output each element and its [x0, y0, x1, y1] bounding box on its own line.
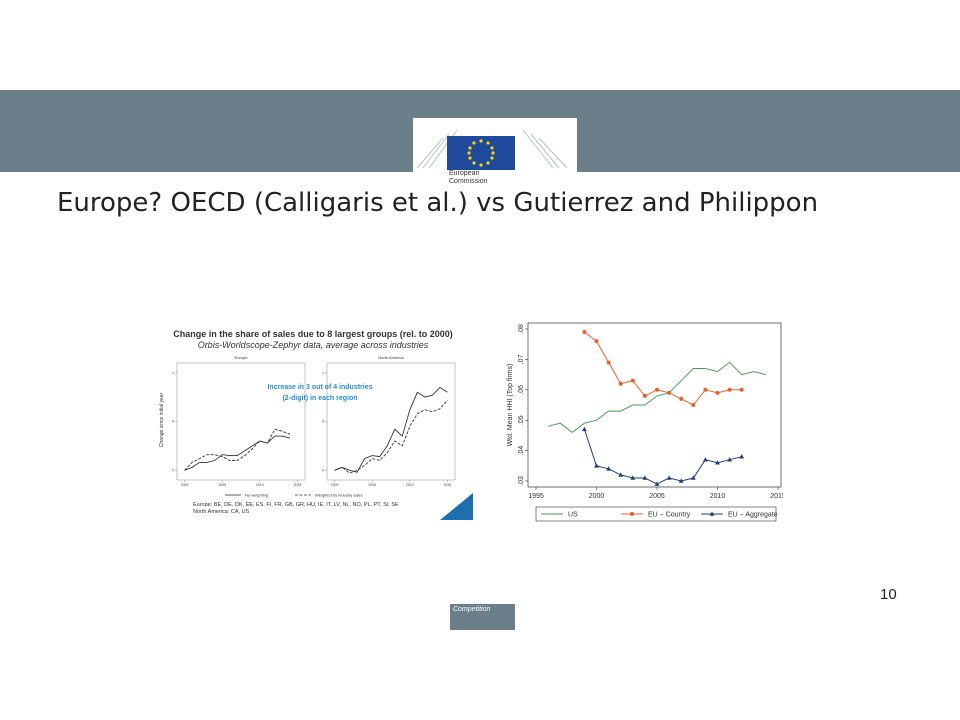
marker: [606, 466, 611, 471]
line: [184, 435, 291, 471]
y-tick-label: .06: [518, 385, 525, 395]
marker: [594, 463, 599, 468]
line: [184, 428, 291, 471]
footnote: Europe: BE, DE, DK, EE, ES, FI, FR, GB, …: [193, 502, 399, 508]
marker: [703, 387, 708, 392]
chart-title: Change in the share of sales due to 8 la…: [173, 329, 453, 339]
marker: [630, 475, 636, 480]
marker: [679, 396, 684, 401]
x-tick-label: 2015: [444, 483, 452, 487]
x-tick-label: 2015: [294, 483, 302, 487]
x-tick-label: 2010: [256, 483, 264, 487]
logo: European Commission: [413, 118, 577, 190]
marker: [666, 475, 672, 480]
chart-left: Change in the share of sales due to 8 la…: [155, 325, 475, 520]
marker: [678, 478, 684, 483]
chart-subtitle: Orbis-Worldscope-Zephyr data, average ac…: [198, 340, 429, 350]
page-number: 10: [880, 586, 897, 603]
marker: [618, 472, 624, 477]
marker: [618, 381, 623, 386]
x-tick-label: 2005: [368, 483, 376, 487]
marker: [727, 387, 732, 392]
marker: [582, 330, 587, 335]
panel-title: North America: [378, 355, 404, 360]
y-tick-label: 0: [322, 468, 324, 472]
panel-title: Europe: [235, 355, 249, 360]
marker: [642, 475, 648, 480]
marker: [709, 511, 715, 516]
marker: [739, 387, 744, 392]
y-tick-label: 1: [322, 371, 324, 375]
marker: [654, 481, 660, 486]
y-tick-label: .05: [518, 415, 525, 425]
line: [583, 429, 742, 485]
marker: [703, 457, 708, 462]
x-tick-label: 2000: [331, 483, 339, 487]
y-tick-label: .5: [171, 420, 174, 424]
marker: [642, 393, 647, 398]
legend-label: No weighting: [245, 493, 268, 498]
marker: [582, 426, 587, 432]
marker: [655, 387, 659, 392]
marker: [715, 460, 720, 465]
slide-title: Europe? OECD (Calligaris et al.) vs Guti…: [57, 188, 819, 218]
y-tick-label: 1: [172, 371, 174, 375]
marker: [667, 390, 672, 395]
line: [584, 331, 742, 406]
corner-decoration: [440, 493, 473, 520]
line: [334, 386, 448, 473]
marker: [715, 390, 720, 395]
marker: [630, 378, 635, 383]
plot-frame: [527, 322, 782, 488]
chart-right: Wtd. Mean HHI (Top firms) 1995 2000 2005 201…: [503, 320, 783, 526]
chart-bg: [155, 325, 475, 520]
logo-text: European Commission: [449, 170, 488, 185]
line: [547, 361, 767, 434]
footnote: North America: CA, US: [193, 509, 250, 515]
y-tick-label: .04: [518, 446, 525, 456]
x-tick-label: 2005: [649, 493, 665, 500]
y-axis-label: Wtd. Mean HHI (Top firms): [507, 364, 514, 447]
marker: [727, 457, 732, 462]
marker: [594, 339, 599, 344]
y-tick-label: 0: [172, 468, 174, 472]
x-tick-label: 2000: [589, 493, 605, 500]
annotation: (2-digit) in each region: [282, 395, 357, 402]
y-tick-label: .08: [518, 324, 525, 334]
legend-label: Weighted by industry sales: [315, 493, 363, 498]
y-tick-label: .03: [518, 476, 525, 486]
x-tick-label: 2000: [181, 483, 189, 487]
x-tick-label: 2010: [710, 493, 726, 500]
marker: [739, 454, 745, 459]
legend-label: EU − Country: [648, 512, 691, 519]
legend-label: EU − Aggregate: [728, 512, 778, 519]
x-tick-label: 2005: [218, 483, 226, 487]
y-axis-label: Change since initial year: [159, 392, 165, 447]
marker: [606, 360, 611, 365]
y-tick-label: .07: [518, 354, 525, 364]
footer-tab: Competition: [450, 604, 515, 630]
marker: [630, 512, 634, 516]
x-tick-label: 2015: [770, 493, 783, 500]
line: [334, 399, 448, 474]
logo-graphic: [416, 129, 568, 170]
marker: [690, 475, 696, 480]
x-tick-label: 2010: [406, 483, 414, 487]
annotation: Increase in 3 out of 4 industries: [267, 384, 372, 391]
marker: [691, 403, 696, 407]
y-tick-label: .5: [321, 420, 324, 424]
x-tick-label: 1995: [528, 493, 544, 500]
legend-box: [535, 506, 777, 522]
legend-label: US: [568, 512, 578, 519]
chart-bg: [503, 320, 783, 526]
